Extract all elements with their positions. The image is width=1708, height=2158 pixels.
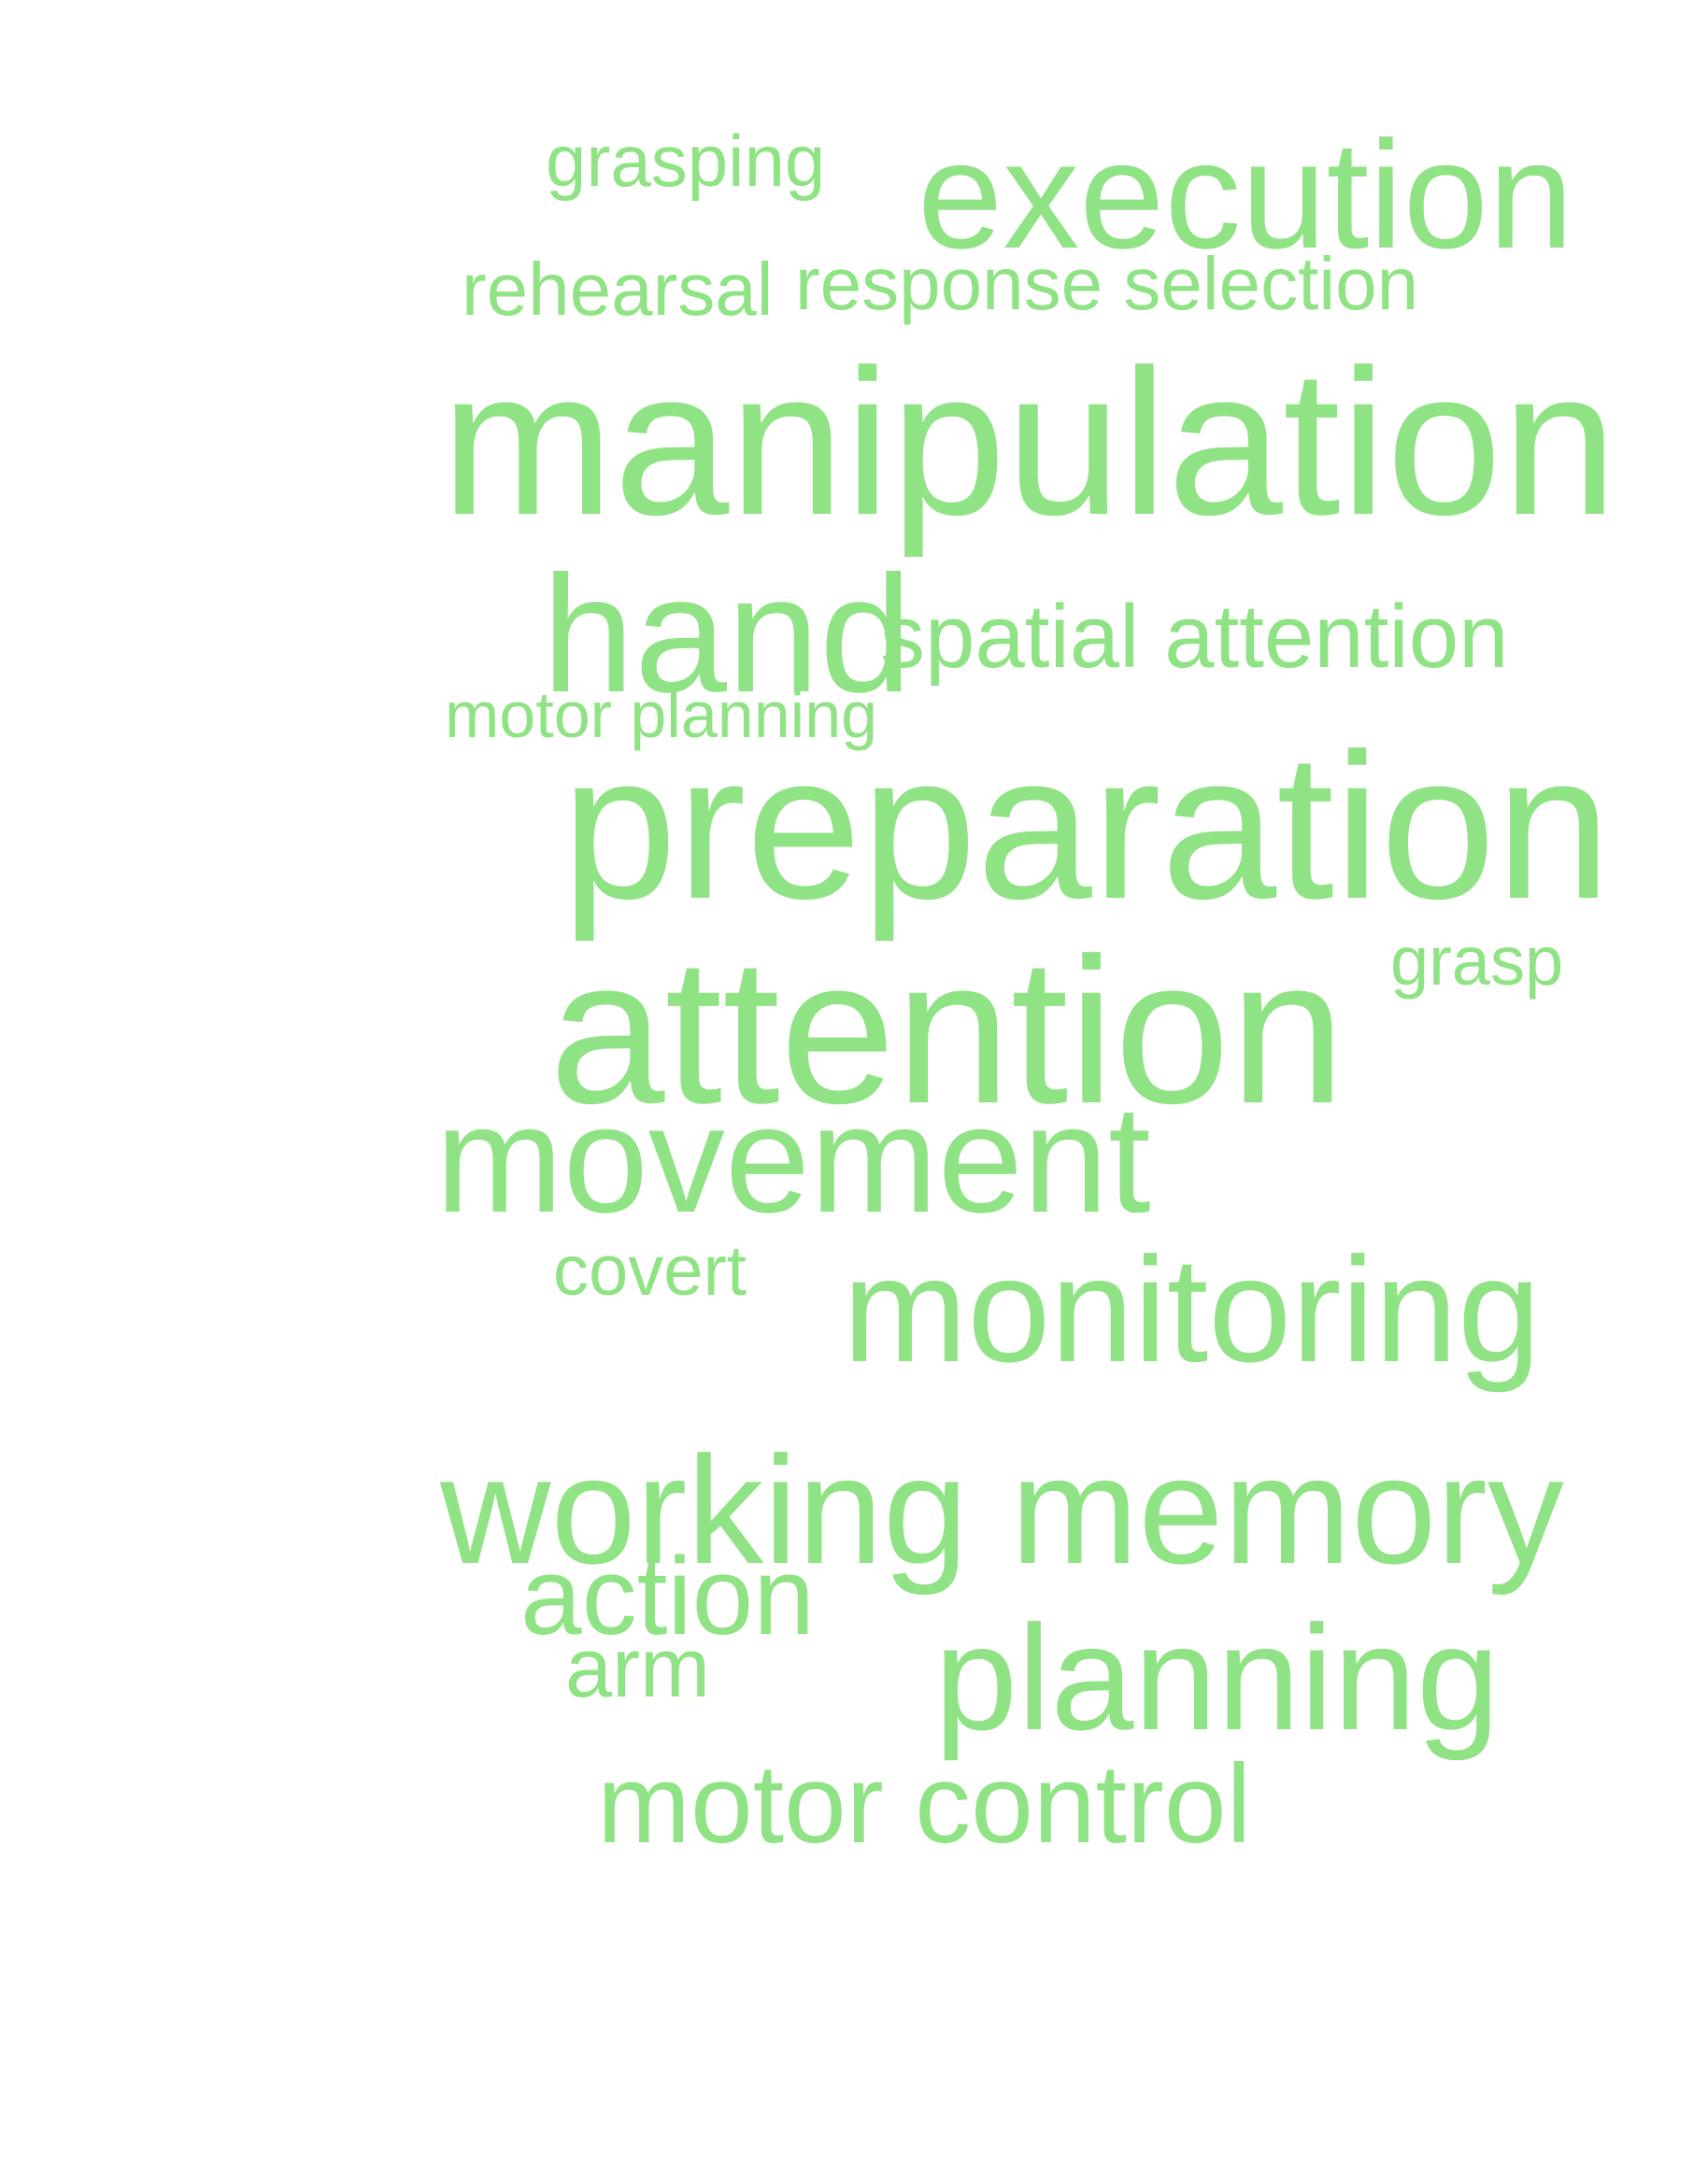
word-grasping: grasping bbox=[546, 120, 826, 202]
word-preparation: preparation bbox=[562, 711, 1612, 943]
word-grasp: grasp bbox=[1390, 922, 1564, 1000]
word-working-memory: working memory bbox=[440, 1425, 1564, 1596]
word-rehearsal: rehearsal bbox=[462, 248, 774, 331]
word-monitoring: monitoring bbox=[843, 1226, 1542, 1393]
word-spatial-attention: spatial attention bbox=[880, 587, 1509, 687]
word-planning: planning bbox=[934, 1594, 1500, 1761]
word-arm: arm bbox=[565, 1622, 710, 1715]
word-execution: execution bbox=[918, 109, 1574, 280]
word-response-selection: response selection bbox=[795, 242, 1419, 325]
word-hand: hand bbox=[542, 541, 912, 727]
word-covert: covert bbox=[553, 1231, 747, 1311]
word-movement: movement bbox=[435, 1073, 1151, 1244]
word-manipulation: manipulation bbox=[441, 327, 1617, 559]
word-motor-planning: motor planning bbox=[445, 678, 878, 751]
word-action: action bbox=[520, 1535, 815, 1658]
word-motor-control: motor control bbox=[597, 1741, 1252, 1867]
word-attention: attention bbox=[549, 916, 1345, 1147]
